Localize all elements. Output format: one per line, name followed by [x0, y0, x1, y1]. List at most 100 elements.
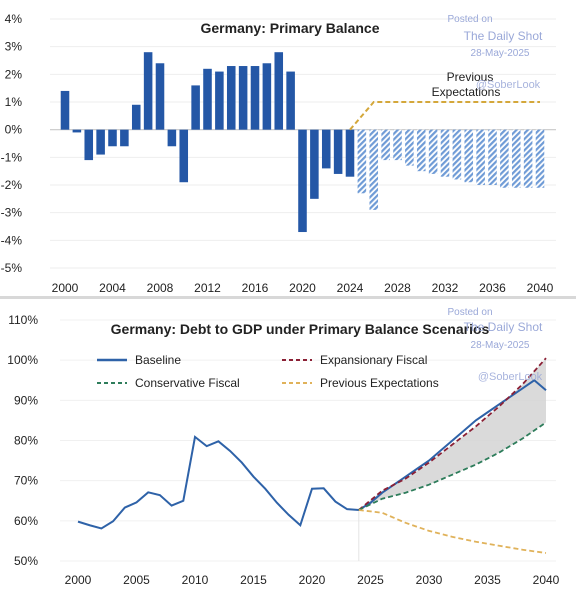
chart1-ytick-label: 2%: [5, 67, 23, 81]
watermark1-source: The Daily Shot: [464, 29, 543, 43]
chart2-xtick-label: 2015: [240, 573, 267, 587]
chart1-ytick-label: -3%: [1, 206, 23, 220]
chart1-xtick-label: 2012: [194, 281, 221, 295]
chart1-xtick-label: 2000: [52, 281, 79, 295]
chart1-xtick-label: 2028: [384, 281, 411, 295]
legend-label: Conservative Fiscal: [135, 376, 240, 390]
chart1-bar: [120, 129, 129, 147]
chart2-ytick-label: 50%: [14, 554, 38, 568]
chart1-ytick-label: -1%: [1, 150, 23, 164]
chart1-bar: [345, 129, 355, 177]
chart2-ytick-label: 100%: [7, 353, 38, 367]
chart1-bar: [226, 66, 236, 130]
chart2-xtick-label: 2000: [65, 573, 92, 587]
chart1-ytick-label: -5%: [1, 261, 23, 275]
chart1-ytick-label: -4%: [1, 233, 23, 247]
chart1-projected-bar: [357, 129, 367, 194]
chart2-line-baseline: [77, 378, 547, 530]
chart1-bar: [96, 129, 105, 155]
watermark2-date: 28-May-2025: [471, 340, 530, 351]
chart1-bar: [131, 104, 141, 130]
chart1-bar: [72, 129, 82, 133]
chart1-projected-bar: [511, 129, 521, 188]
chart2-xtick-label: 2035: [474, 573, 501, 587]
chart1-bar: [60, 90, 70, 130]
legend-label: Expansionary Fiscal: [320, 353, 427, 367]
chart1-projected-bar: [476, 129, 485, 185]
chart2-xtick-label: 2020: [299, 573, 326, 587]
chart1-xtick-label: 2016: [242, 281, 269, 295]
chart1-projected-bar: [440, 129, 450, 177]
chart1-xtick-label: 2040: [527, 281, 554, 295]
chart1-ytick-label: 3%: [5, 40, 23, 54]
legend-label: Previous Expectations: [320, 376, 439, 390]
chart2-xtick-label: 2010: [182, 573, 209, 587]
chart2-ytick-label: 80%: [14, 434, 38, 448]
chart1-projected-bar: [535, 129, 545, 188]
watermark2-source: The Daily Shot: [464, 320, 543, 334]
chart1-expectations-line: [349, 101, 540, 131]
chart1-bar: [298, 129, 307, 233]
chart2-ytick-label: 70%: [14, 474, 38, 488]
watermark2-posted: Posted on: [447, 307, 492, 318]
chart2-line-previous-expectations: [358, 509, 547, 554]
chart2-line-expansionary-fiscal: [358, 357, 547, 511]
chart1-xtick-label: 2020: [289, 281, 316, 295]
chart2-legend: Baseline Expansionary Fiscal Conservative …: [97, 353, 439, 390]
chart1-bar: [321, 129, 331, 169]
chart2-xtick-label: 2025: [357, 573, 384, 587]
chart1-projected-bar: [381, 129, 390, 161]
chart1-xtick-label: 2024: [337, 281, 364, 295]
chart1-title: Germany: Primary Balance: [201, 20, 380, 36]
legend-label: Baseline: [135, 353, 181, 367]
watermark2-handle: @SoberLook: [478, 371, 543, 383]
watermark1-posted: Posted on: [447, 14, 492, 25]
chart2-xtick-label: 2030: [416, 573, 443, 587]
chart1-projected-bar: [488, 129, 497, 185]
chart1-ytick-label: -2%: [1, 178, 23, 192]
primary-balance-chart: 4% 3% 2% 1% 0% -1% -2% -3% -4% -5% 2000 2004 2008 20…: [1, 12, 556, 295]
chart1-bar: [143, 52, 153, 130]
chart1-bar: [310, 129, 319, 199]
chart1-ytick-label: 4%: [5, 12, 23, 26]
chart2-xtick-label: 2040: [533, 573, 560, 587]
chart1-bar: [167, 129, 177, 147]
panel-divider: [0, 296, 576, 299]
chart1-ytick-label: 0%: [5, 123, 23, 137]
chart1-xtick-label: 2036: [479, 281, 506, 295]
chart1-bar: [203, 68, 212, 130]
chart1-xtick-label: 2004: [99, 281, 126, 295]
chart1-bar: [238, 66, 248, 130]
chart1-bar: [333, 129, 343, 174]
debt-to-gdp-chart: 110% 100% 90% 80% 70% 60% 50% 2000 2005 2010 2015…: [0, 298, 576, 595]
chart1-projected-bar: [464, 129, 474, 183]
chart1-bar: [155, 63, 165, 130]
chart1-bar: [108, 129, 117, 147]
chart1-annotation-line1: Previous: [447, 70, 494, 84]
chart2-line-conservative-fiscal: [358, 421, 547, 511]
chart1-ytick-label: 1%: [5, 95, 23, 109]
chart2-ytick-label: 90%: [14, 393, 38, 407]
chart1-projected-bar: [452, 129, 462, 180]
chart1-projected-bar: [405, 129, 414, 166]
chart1-bar: [84, 129, 94, 161]
chart1-projected-bar: [428, 129, 438, 174]
chart1-bar: [286, 71, 295, 130]
chart1-bar: [274, 52, 284, 130]
chart2-title: Germany: Debt to GDP under Primary Balan…: [111, 321, 490, 337]
chart2-ytick-label: 110%: [8, 313, 38, 327]
chart1-annotation-line2: Expectations: [432, 85, 501, 99]
primary-balance-svg: 4% 3% 2% 1% 0% -1% -2% -3% -4% -5% 2000 2004 2008 20…: [1, 12, 556, 295]
chart1-bar: [215, 71, 224, 130]
chart1-bar: [250, 66, 260, 130]
chart1-projected-bar: [369, 129, 379, 210]
watermark1-date: 28-May-2025: [471, 48, 530, 59]
chart2-ytick-label: 60%: [14, 514, 38, 528]
chart1-xtick-label: 2032: [432, 281, 459, 295]
chart1-projected-bar: [500, 129, 509, 188]
chart1-projected-bar: [523, 129, 533, 188]
chart1-bar: [191, 85, 200, 130]
watermark1-handle: @SoberLook: [476, 79, 541, 91]
chart1-bar: [262, 63, 272, 130]
chart1-xtick-label: 2008: [147, 281, 174, 295]
